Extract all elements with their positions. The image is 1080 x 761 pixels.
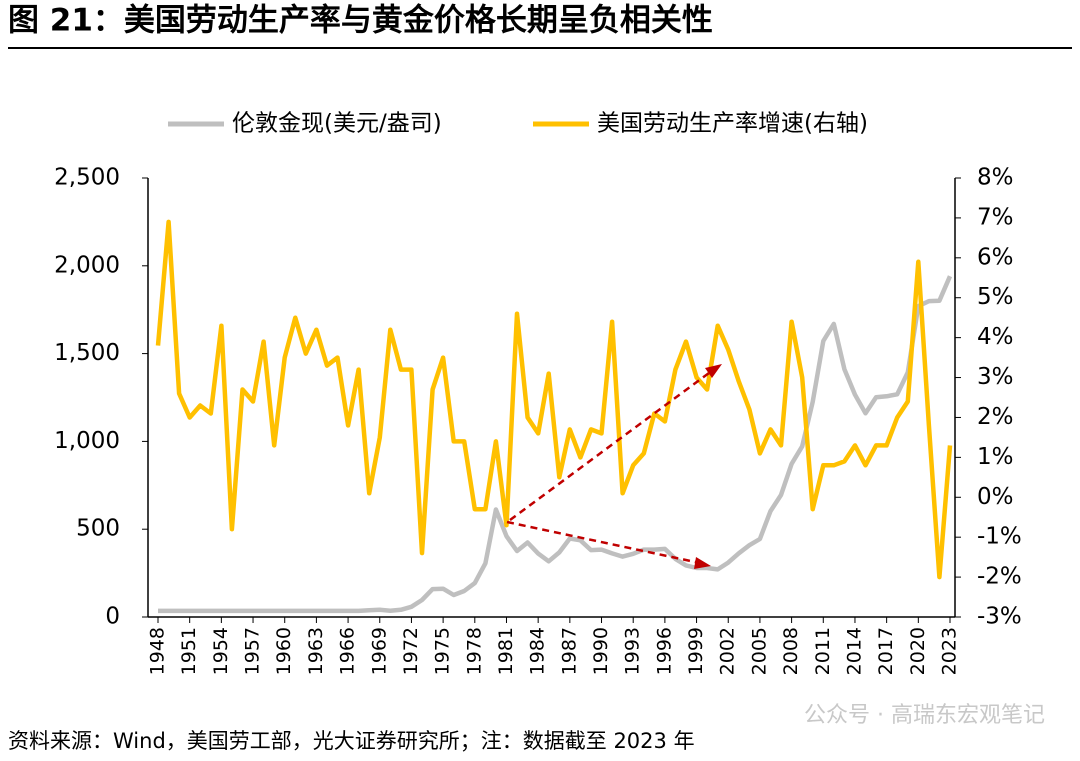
x-tick-label: 1948 — [147, 627, 169, 675]
x-tick-label: 1972 — [400, 627, 422, 675]
x-tick-label: 1984 — [527, 627, 549, 675]
legend-label: 美国劳动生产率增速(右轴) — [597, 111, 868, 137]
x-tick-label: 2023 — [939, 627, 961, 675]
x-tick-label: 1957 — [242, 627, 264, 675]
series-line — [158, 275, 953, 614]
y2-tick-label: 7% — [977, 204, 1014, 230]
x-tick-label: 1954 — [210, 627, 232, 675]
source-note: 资料来源：Wind，美国劳工部，光大证券研究所；注：数据截至 2023 年 — [8, 729, 695, 753]
y2-tick-label: 3% — [977, 364, 1014, 390]
x-tick-label: 2020 — [907, 627, 929, 675]
x-tick-label: 1990 — [590, 627, 612, 675]
annotation-arrows — [506, 368, 714, 565]
x-tick-label: 1996 — [653, 627, 675, 675]
watermark: 公众号 · 高瑞东宏观笔记 — [804, 703, 1045, 728]
y2-tick-label: -2% — [977, 564, 1022, 590]
x-tick-label: 1999 — [685, 627, 707, 675]
x-tick-label: 1981 — [495, 627, 517, 675]
x-tick-label: 2002 — [717, 627, 739, 675]
y2-tick-label: 5% — [977, 284, 1014, 310]
x-tick-label: 1966 — [337, 627, 359, 675]
x-tick-label: 2017 — [875, 627, 897, 675]
arrow-down — [506, 520, 701, 565]
arrowhead — [705, 364, 722, 378]
arrowhead — [694, 557, 711, 569]
chart-title: 图 21：美国劳动生产率与黄金价格长期呈负相关性 — [8, 3, 713, 39]
x-tick-label: 1987 — [558, 627, 580, 675]
y2-tick-label: 4% — [977, 324, 1014, 350]
y-tick-label: 500 — [76, 516, 120, 542]
x-tick-label: 1993 — [622, 627, 644, 675]
x-tick-label: 2011 — [812, 627, 834, 675]
x-tick-label: 2014 — [843, 627, 865, 675]
y2-tick-label: -3% — [977, 604, 1022, 630]
x-tick-label: 1978 — [463, 627, 485, 675]
y-tick-label: 0 — [105, 604, 120, 630]
y-tick-label: 2,000 — [54, 252, 120, 278]
y-tick-label: 2,500 — [54, 165, 120, 191]
y2-tick-label: 6% — [977, 244, 1014, 270]
x-tick-label: 1963 — [305, 627, 327, 675]
x-tick-label: 2005 — [748, 627, 770, 675]
y-tick-label: 1,000 — [54, 428, 120, 454]
y-tick-label: 1,500 — [54, 340, 120, 366]
x-tick-label: 1960 — [273, 627, 295, 675]
y2-tick-label: 8% — [977, 165, 1014, 191]
arrow-up — [509, 368, 714, 522]
x-tick-label: 1969 — [368, 627, 390, 675]
y2-tick-label: -1% — [977, 524, 1022, 550]
y2-tick-label: 0% — [977, 484, 1014, 510]
y2-tick-label: 2% — [977, 404, 1014, 430]
x-tick-label: 1975 — [432, 627, 454, 675]
legend-label: 伦敦金现(美元/盎司) — [232, 111, 442, 137]
series-line — [155, 219, 953, 580]
y2-tick-label: 1% — [977, 444, 1014, 470]
x-tick-label: 1951 — [178, 627, 200, 675]
x-tick-label: 2008 — [780, 627, 802, 675]
